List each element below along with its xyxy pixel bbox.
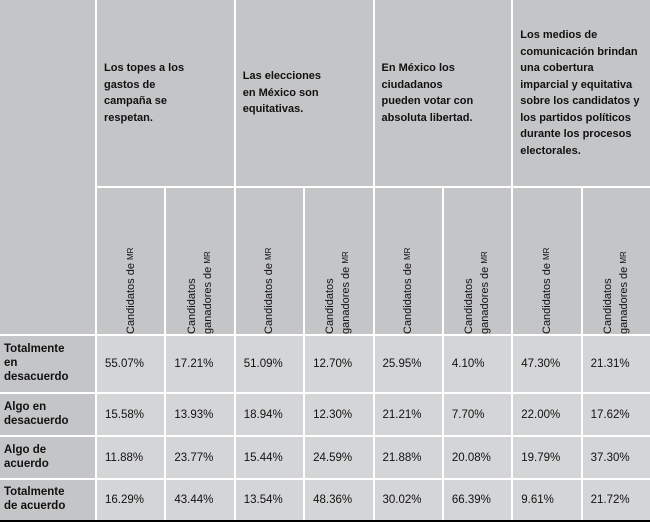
data-cell: 30.02% [374,480,442,520]
subcolumn-header-candidatos-ganadores-mr: Candidatos ganadores de MR [443,188,512,334]
data-cell: 4.10% [443,336,512,392]
data-cell: 37.30% [582,437,650,478]
question-header-4: Los medios de comunicación brindan una c… [513,0,650,186]
data-cell: 18.94% [235,394,304,435]
data-cell: 20.08% [443,437,512,478]
data-cell: 22.00% [513,394,581,435]
vertical-label: Candidatos de MR [402,247,415,334]
data-cell: 15.44% [235,437,304,478]
data-cell: 17.21% [166,336,234,392]
data-cell: 17.62% [582,394,650,435]
question-header-3: En México los ciudadanos pueden votar co… [374,0,512,186]
vertical-label: Candidatos de MR [540,247,553,334]
corner-cell [0,0,95,334]
data-cell: 21.31% [582,336,650,392]
data-cell: 11.88% [97,437,165,478]
data-cell: 23.77% [166,437,234,478]
data-cell: 47.30% [513,336,581,392]
row-label-totalmente-de-acuerdo: Totalmente de acuerdo [0,480,95,520]
data-cell: 7.70% [443,394,512,435]
data-cell: 43.44% [166,480,234,520]
vertical-label: Candidatos de MR [263,247,276,334]
data-cell: 21.88% [374,437,442,478]
data-cell: 16.29% [97,480,165,520]
data-cell: 12.70% [305,336,373,392]
vertical-label: Candidatos ganadores de MR [601,251,630,334]
question-header-1: Los topes a los gastos de campaña se res… [97,0,234,186]
subcolumn-header-candidatos-ganadores-mr: Candidatos ganadores de MR [305,188,373,334]
row-label-totalmente-en-desacuerdo: Totalmente en desacuerdo [0,336,95,392]
subcolumn-header-candidatos-ganadores-mr: Candidatos ganadores de MR [166,188,234,334]
data-cell: 12.30% [305,394,373,435]
vertical-label: Candidatos de MR [124,247,137,334]
data-cell: 15.58% [97,394,165,435]
row-label-algo-de-acuerdo: Algo de acuerdo [0,437,95,478]
data-cell: 48.36% [305,480,373,520]
data-cell: 21.72% [582,480,650,520]
data-cell: 25.95% [374,336,442,392]
subcolumn-header-candidatos-mr: Candidatos de MR [513,188,581,334]
row-label-algo-en-desacuerdo: Algo en desacuerdo [0,394,95,435]
data-cell: 51.09% [235,336,304,392]
subcolumn-header-candidatos-mr: Candidatos de MR [374,188,442,334]
data-cell: 21.21% [374,394,442,435]
vertical-label: Candidatos ganadores de MR [463,251,492,334]
vertical-label: Candidatos ganadores de MR [324,251,353,334]
data-cell: 66.39% [443,480,512,520]
question-header-2: Las elecciones en México son equitativas… [235,0,373,186]
vertical-label: Candidatos ganadores de MR [185,251,214,334]
data-cell: 9.61% [513,480,581,520]
data-cell: 19.79% [513,437,581,478]
subcolumn-header-candidatos-ganadores-mr: Candidatos ganadores de MR [582,188,650,334]
data-cell: 13.54% [235,480,304,520]
data-cell: 55.07% [97,336,165,392]
subcolumn-header-candidatos-mr: Candidatos de MR [97,188,165,334]
data-cell: 13.93% [166,394,234,435]
subcolumn-header-candidatos-mr: Candidatos de MR [235,188,304,334]
data-cell: 24.59% [305,437,373,478]
